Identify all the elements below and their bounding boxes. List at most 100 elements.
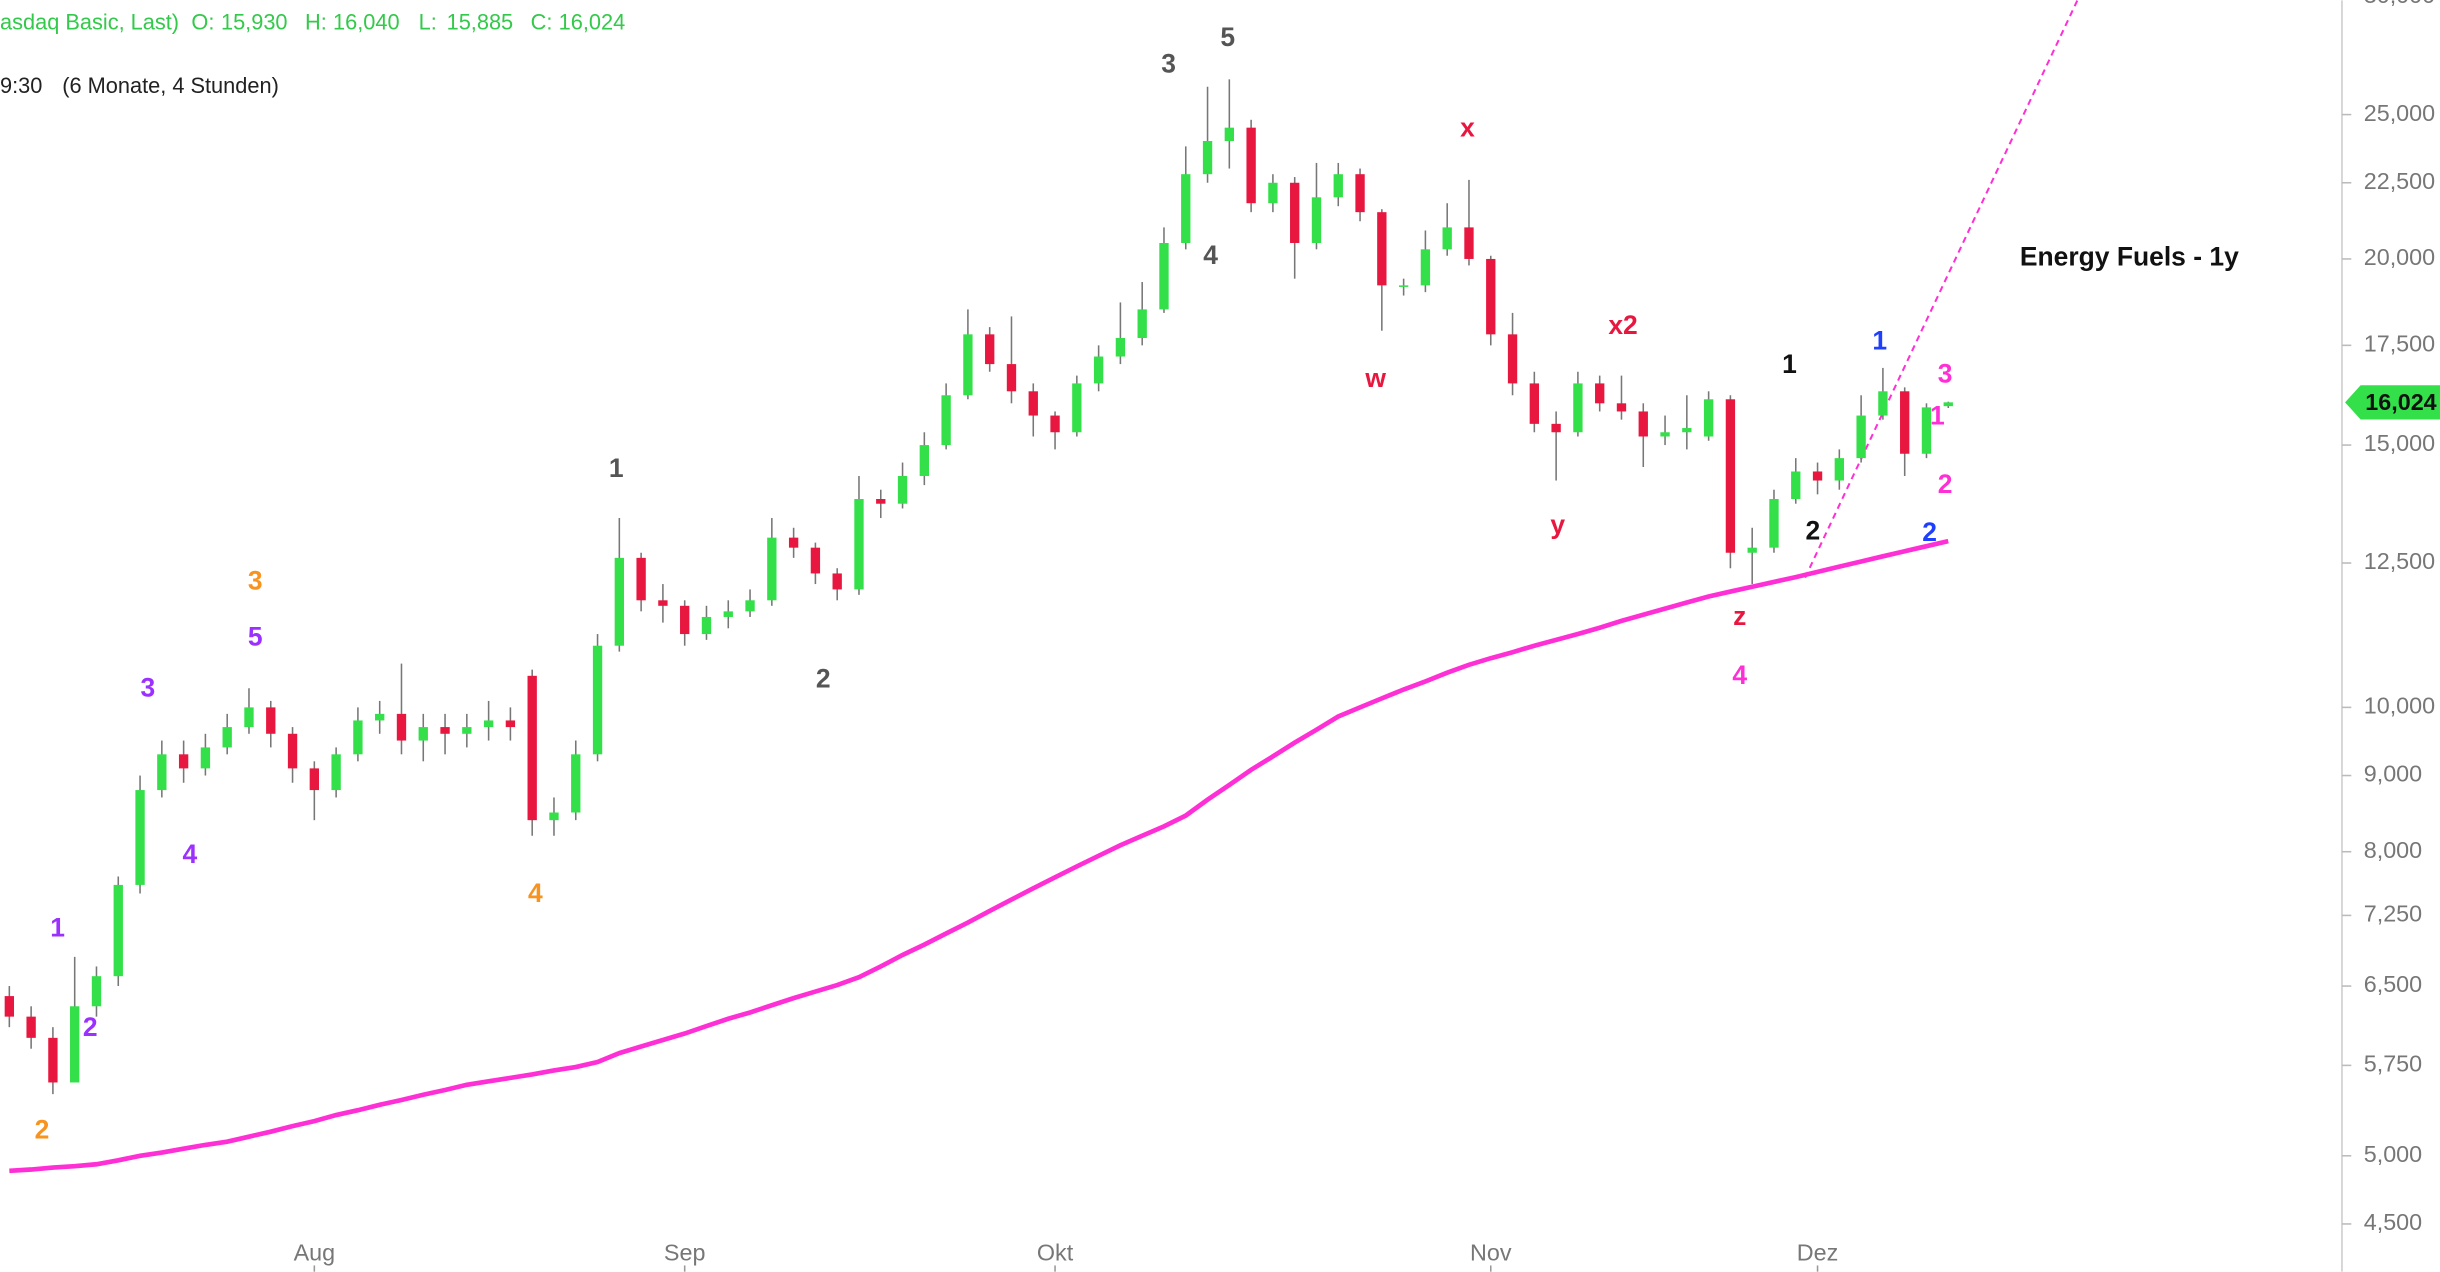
candle-body [767,537,777,601]
wave-label: z [1733,601,1746,631]
candle-body [1137,309,1147,338]
x-tick-label: Okt [1037,1240,1074,1266]
candle-body [309,768,320,791]
candle-body [1573,383,1583,433]
candle-body [70,1006,80,1083]
candle-body [1442,227,1452,250]
candle-body [854,499,864,590]
candle-body [1333,174,1343,198]
y-tick-label: 22,500 [2364,168,2435,194]
candle-body [1420,249,1431,286]
wave-label: w [1364,363,1386,393]
candle-body [832,573,842,590]
candle-body [985,334,995,365]
candle-body [353,720,363,755]
candle-body [1355,174,1365,213]
candle-body [636,557,646,601]
candle-body [375,713,385,721]
candle-body [1398,285,1409,287]
candle-body [1115,337,1126,357]
candle-body [418,727,428,741]
candle-body [1551,423,1561,433]
candle-body [963,334,973,396]
candle-body [1246,127,1256,204]
candle-body [222,727,232,748]
wave-label: 1 [609,453,624,483]
wave-label: 2 [1938,469,1953,499]
wave-label: 2 [1806,516,1821,546]
candle-body [1377,212,1387,286]
wave-label: 4 [1732,660,1747,690]
candle-body [810,547,821,574]
wave-label: 4 [182,839,197,869]
candle-body [614,557,625,646]
wave-label: 1 [1930,400,1945,430]
y-tick-label: 7,250 [2364,901,2422,927]
wave-label: 5 [248,621,263,651]
header-source: asdaq Basic, Last) [0,9,179,34]
wave-label: 1 [1872,326,1887,356]
candle-body [1311,197,1322,243]
last-price-tag [2345,385,2440,420]
candle-body [462,727,472,734]
candle-body [1682,428,1692,433]
candle-body [1834,458,1845,481]
candle-body [1812,471,1823,481]
candle-body [1791,471,1801,500]
candle-body [1921,407,1932,454]
candle-body [919,445,930,476]
wave-label: 5 [1220,22,1235,52]
candle-body [48,1037,58,1083]
header-label: L: [419,9,437,34]
candle-body [200,747,211,769]
candle-body [527,675,537,821]
moving-average [9,538,1949,1174]
candle-body [331,754,341,791]
candle-body [1856,415,1866,459]
candle-body [1268,182,1278,204]
candle-body [1006,364,1017,392]
candle-body [1202,141,1213,175]
candle-body [396,713,407,741]
candle-body [571,754,581,813]
candle-body [505,720,516,728]
header-period: (6 Monate, 4 Stunden) [62,73,279,98]
y-tick-label: 5,000 [2364,1141,2422,1167]
x-tick-label: Aug [294,1240,336,1266]
candle-body [680,605,690,635]
candle-body [1290,182,1300,243]
candle-body [157,754,167,791]
x-tick-label: Dez [1797,1240,1839,1266]
wave-label: x [1460,112,1475,142]
wave-label: 1 [1782,349,1797,379]
candle-body [287,733,298,769]
candle-body [1638,411,1648,437]
candle-body [1660,432,1670,437]
wave-label: 3 [1938,358,1953,388]
header-label: C: [531,9,553,34]
candle-body [4,996,15,1017]
candle-body [1181,174,1191,243]
candle-body [1943,402,1953,407]
header-label: H: [305,9,327,34]
wave-label: 2 [816,663,831,693]
y-tick-label: 20,000 [2364,244,2435,270]
candle-body [723,611,733,617]
candle-body [91,976,102,1007]
candle-body [1878,391,1888,416]
wave-label: 2 [35,1115,50,1145]
candle-body [1769,499,1779,548]
y-tick-label: 12,500 [2364,548,2435,574]
y-tick-label: 9,000 [2364,761,2422,787]
header-value: 15,885 [447,9,514,34]
y-tick-label: 8,000 [2364,837,2422,863]
y-tick-label: 25,000 [2364,100,2435,126]
wave-label: 1 [50,912,65,942]
chart-title: Energy Fuels - 1y [2020,242,2239,272]
candle-body [1050,415,1060,433]
candle-body [1507,334,1518,384]
candle-body [1224,127,1235,142]
wave-label: y [1550,509,1565,539]
